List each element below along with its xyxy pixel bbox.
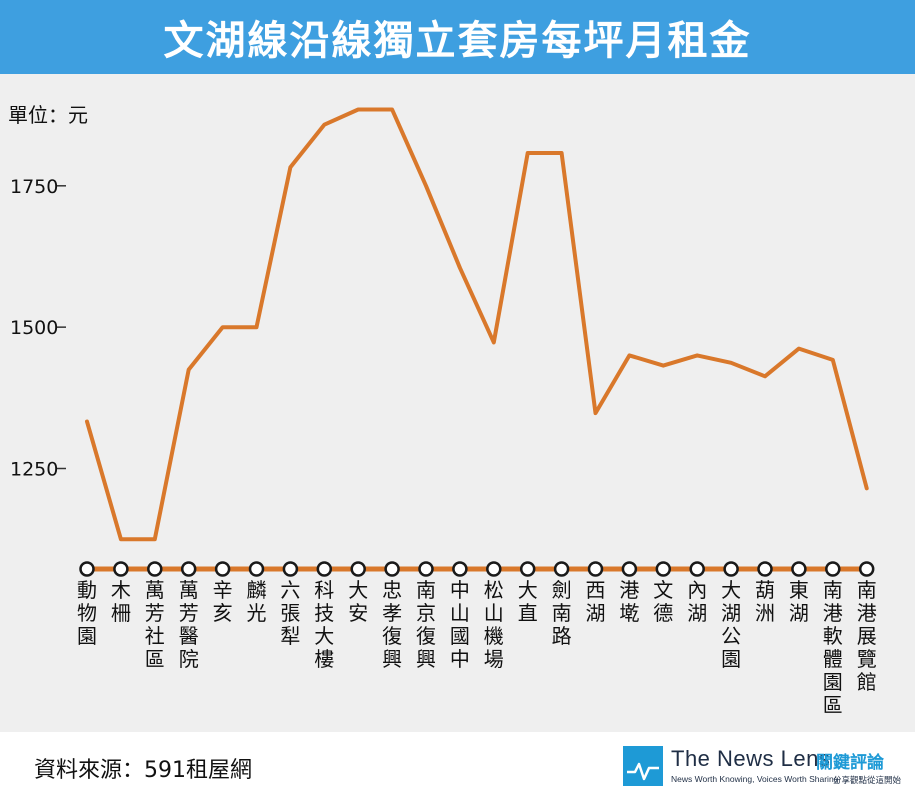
station-label: 木柵: [111, 578, 131, 625]
station-marker: [384, 561, 400, 577]
station-marker: [587, 561, 604, 577]
station-label: 港墘: [619, 578, 639, 625]
station-label: 科技大樓: [314, 578, 334, 671]
title-bar: 文湖線沿線獨立套房每坪月租金: [0, 0, 915, 74]
station-marker: [350, 561, 366, 577]
station-label: 中山國中: [450, 578, 470, 671]
station-marker: [655, 561, 672, 577]
station-marker: [214, 561, 231, 577]
station-label: 劍南路: [552, 578, 572, 648]
station-label: 松山機場: [484, 578, 504, 671]
station-label: 忠孝復興: [382, 578, 402, 671]
station-marker: [553, 561, 570, 577]
station-marker: [316, 561, 333, 577]
station-label: 西湖: [586, 578, 606, 625]
y-tick-label: 1500: [10, 317, 58, 339]
y-tick-label: 1250: [10, 459, 58, 481]
station-marker: [791, 561, 807, 577]
news-lens-logo: The News Lens 關鍵評論 News Worth Knowing, V…: [623, 746, 913, 792]
logo-tagline-cn: 分享觀點從這開始: [833, 776, 902, 786]
station-marker: [452, 561, 468, 577]
y-tick-label: 1750: [10, 176, 58, 198]
station-label: 大湖公園: [721, 578, 741, 671]
station-marker: [689, 561, 705, 577]
station-marker: [418, 561, 434, 577]
station-label: 六張犁: [280, 578, 300, 648]
chart-title: 文湖線沿線獨立套房每坪月租金: [163, 18, 752, 64]
station-label: 南港軟體園區: [823, 578, 843, 717]
station-label: 南港展覽館: [857, 578, 877, 694]
station-marker: [621, 561, 638, 577]
station-label: 內湖: [687, 578, 707, 625]
station-markers: [79, 561, 875, 577]
station-marker: [180, 561, 197, 577]
station-labels: 動物園木柵萬芳社區萬芳醫院辛亥麟光六張犁科技大樓大安忠孝復興南京復興中山國中松山…: [77, 578, 877, 717]
station-marker: [757, 561, 773, 577]
station-marker: [248, 561, 265, 577]
station-label: 動物園: [77, 578, 97, 648]
station-marker: [282, 561, 299, 577]
station-marker: [519, 561, 536, 577]
logo-name: The News Lens: [671, 746, 831, 771]
station-label: 南京復興: [416, 578, 436, 671]
station-marker: [858, 561, 875, 577]
footer: 資料來源：591租屋網 The News Lens 關鍵評論 News Wort…: [0, 732, 915, 803]
line-chart: 單位：元 1250 1500 1750 動物園木柵萬芳社區萬芳醫院辛亥麟光六張犁科技…: [8, 103, 877, 717]
station-label: 辛亥: [213, 578, 233, 625]
station-label: 大安: [348, 578, 368, 625]
station-marker: [113, 561, 129, 577]
station-label: 大直: [518, 578, 538, 625]
station-marker: [486, 561, 502, 577]
station-marker: [825, 561, 841, 577]
station-marker: [723, 561, 739, 577]
station-label: 萬芳醫院: [179, 578, 199, 671]
logo-tagline: News Worth Knowing, Voices Worth Sharing: [671, 774, 839, 784]
rent-series-line: [85, 107, 869, 542]
station-label: 東湖: [789, 578, 809, 625]
station-label: 葫洲: [755, 578, 775, 625]
station-marker: [79, 561, 95, 577]
unit-label: 單位：元: [8, 103, 88, 127]
chart-area: 單位：元 1250 1500 1750 動物園 木柵 萬芳社區 萬芳醫院 辛亥 麟光 六張犁 科技…: [0, 74, 915, 732]
source-note: 資料來源：591租屋網: [34, 758, 252, 783]
logo-name-cn: 關鍵評論: [816, 753, 884, 773]
station-label: 文德: [653, 578, 673, 625]
logo-pulse-icon: [623, 746, 663, 786]
station-label: 萬芳社區: [145, 578, 165, 671]
station-marker: [147, 561, 163, 577]
y-axis-ticks: 1250 1500 1750: [10, 176, 66, 481]
station-label: 麟光: [247, 578, 267, 625]
